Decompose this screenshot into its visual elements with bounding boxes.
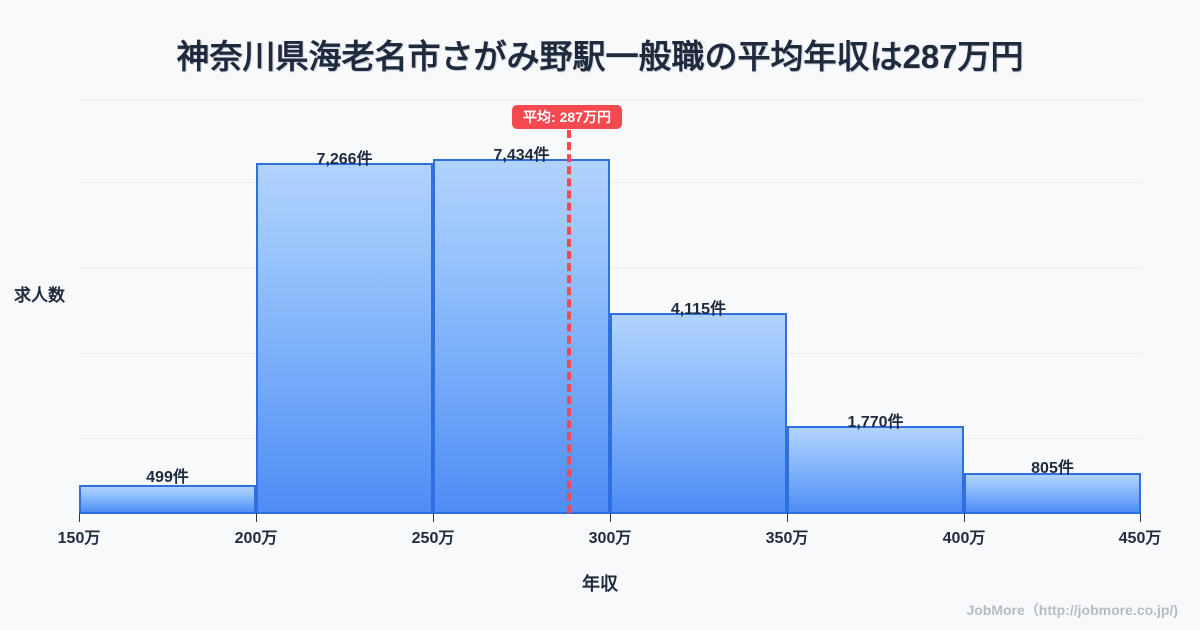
bar-value-label: 499件 — [146, 469, 189, 486]
x-tick — [964, 513, 965, 522]
x-tick-label: 150万 — [57, 530, 101, 547]
x-tick-label: 300万 — [588, 530, 632, 547]
x-tick-label: 250万 — [411, 530, 455, 547]
x-tick — [256, 513, 257, 522]
x-tick-label: 200万 — [234, 530, 278, 547]
x-tick — [1140, 513, 1141, 522]
page-title: 神奈川県海老名市さがみ野駅一般職の平均年収は287万円 — [176, 38, 1024, 75]
bar-value-label: 7,434件 — [493, 147, 550, 164]
y-axis-title: 求人数 — [14, 286, 65, 305]
x-tick-label: 450万 — [1118, 530, 1162, 547]
x-tick — [79, 513, 80, 522]
gridline — [79, 99, 1141, 100]
source-credit: JobMore（http://jobmore.co.jp/) — [966, 602, 1178, 618]
histogram-bar[interactable] — [964, 473, 1141, 512]
bar-value-label: 805件 — [1031, 460, 1074, 477]
histogram-bar[interactable] — [256, 163, 433, 512]
histogram-bar[interactable] — [610, 313, 787, 512]
histogram-bar[interactable] — [787, 426, 964, 512]
gridline — [79, 268, 1141, 269]
gridline — [79, 182, 1141, 183]
x-tick — [610, 513, 611, 522]
bar-value-label: 1,770件 — [847, 414, 904, 431]
x-tick — [787, 513, 788, 522]
average-badge: 平均: 287万円 — [512, 105, 622, 129]
x-tick — [433, 513, 434, 522]
histogram-bar[interactable] — [433, 159, 610, 512]
histogram-bar[interactable] — [79, 485, 256, 512]
bar-value-label: 7,266件 — [316, 151, 373, 168]
x-tick-label: 350万 — [765, 530, 809, 547]
x-tick-label: 400万 — [942, 530, 986, 547]
bar-value-label: 4,115件 — [670, 301, 727, 318]
x-axis-title: 年収 — [582, 574, 618, 594]
average-line — [567, 130, 571, 513]
